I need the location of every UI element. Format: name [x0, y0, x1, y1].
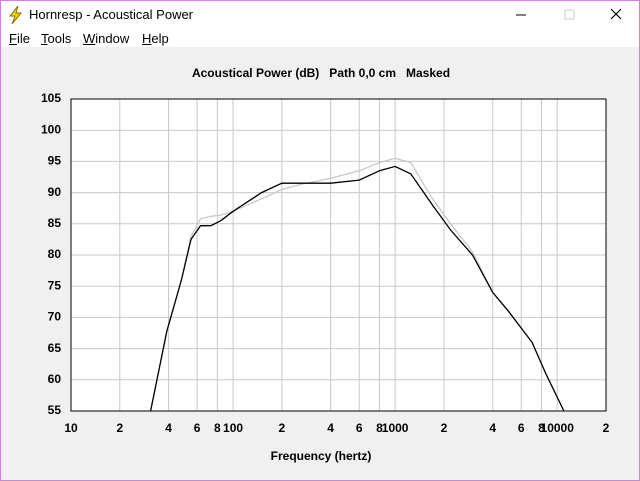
y-tick-label: 90: [48, 185, 62, 199]
y-tick-label: 80: [48, 247, 62, 261]
x-tick-label: 2: [441, 421, 448, 435]
x-tick-label: 2: [116, 421, 123, 435]
menu-item[interactable]: Window: [83, 31, 130, 46]
y-tick-label: 100: [41, 122, 61, 136]
x-tick-label: 100: [223, 421, 243, 435]
x-tick-label: 6: [194, 421, 201, 435]
x-tick-label: 1000: [382, 421, 409, 435]
menu-item[interactable]: Help: [142, 31, 169, 46]
close-button[interactable]: [610, 8, 622, 20]
y-tick-label: 60: [48, 372, 62, 386]
x-tick-label: 6: [518, 421, 525, 435]
x-tick-label: 4: [489, 421, 496, 435]
chart-title: Acoustical Power (dB) Path 0,0 cm Masked: [192, 66, 450, 80]
x-axis-label: Frequency (hertz): [271, 449, 372, 463]
data-line: [149, 165, 565, 412]
y-tick-label: 75: [48, 278, 62, 292]
menu-bar: File Tools Window Help: [1, 29, 639, 47]
maximize-button[interactable]: [564, 9, 575, 20]
menu-item[interactable]: File: [9, 31, 30, 46]
x-tick-label: 2: [603, 421, 610, 435]
y-tick-label: 65: [48, 341, 62, 355]
x-tick-label: 2: [279, 421, 286, 435]
window-controls[interactable]: [509, 1, 639, 29]
y-tick-label: 85: [48, 216, 62, 230]
chart: Acoustical Power (dB) Path 0,0 cm Masked…: [41, 66, 610, 463]
x-tick-label: 4: [327, 421, 334, 435]
plot-frame: [70, 98, 607, 412]
menu-item[interactable]: Tools: [41, 31, 72, 46]
x-tick-label: 8: [538, 421, 545, 435]
y-tick-label: 105: [41, 91, 61, 105]
x-tick-label: 10: [64, 421, 78, 435]
y-tick-label: 95: [48, 154, 62, 168]
y-tick-label: 70: [48, 310, 62, 324]
x-tick-label: 6: [356, 421, 363, 435]
x-tick-label: 4: [165, 421, 172, 435]
y-tick-label: 55: [48, 403, 62, 417]
window-title: Hornresp - Acoustical Power: [29, 7, 194, 22]
title-bar: Hornresp - Acoustical Power: [1, 1, 639, 29]
x-tick-label: 10000: [541, 421, 575, 435]
app-icon: [8, 5, 23, 25]
x-tick-label: 8: [214, 421, 221, 435]
x-tick-label: 8: [376, 421, 383, 435]
